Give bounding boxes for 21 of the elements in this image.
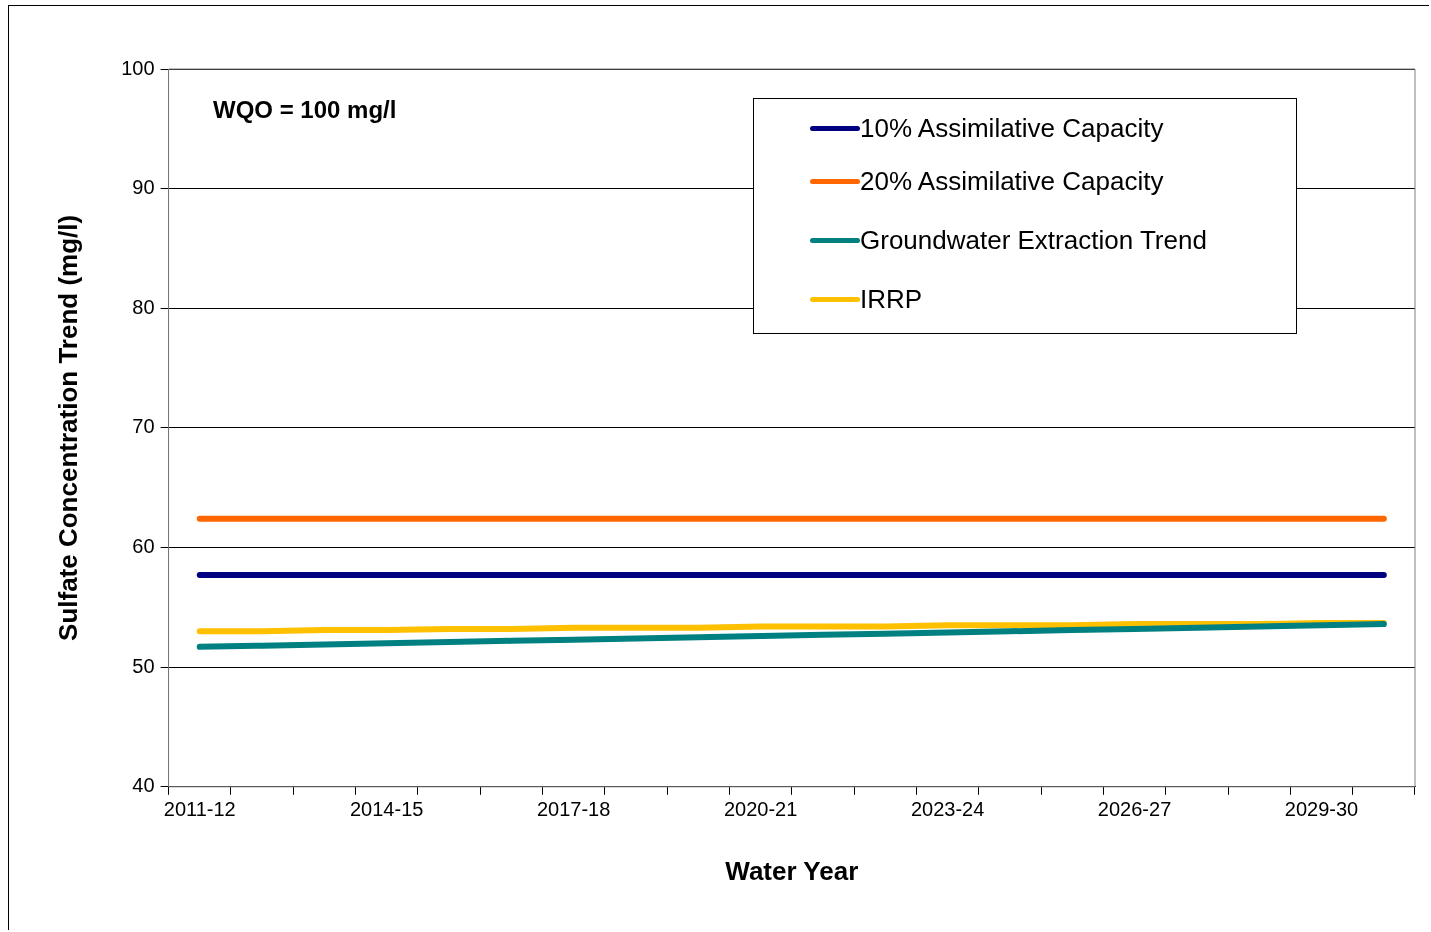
legend-label: 20% Assimilative Capacity bbox=[860, 166, 1164, 197]
y-tick-label: 50 bbox=[132, 654, 155, 677]
y-axis-title: Sulfate Concentration Trend (mg/l) bbox=[52, 214, 83, 641]
y-tick-label: 100 bbox=[121, 56, 155, 79]
x-tick-label: 2017-18 bbox=[536, 798, 611, 821]
x-tick-label: 2026-27 bbox=[1097, 798, 1172, 821]
annotation: WQO = 100 mg/l bbox=[213, 96, 397, 124]
x-tick-label: 2020-21 bbox=[723, 798, 798, 821]
x-tick-label: 2011-12 bbox=[163, 798, 236, 821]
y-tick-label: 40 bbox=[132, 774, 155, 797]
legend-label: 10% Assimilative Capacity bbox=[860, 113, 1164, 144]
legend-label: Groundwater Extraction Trend bbox=[860, 225, 1207, 256]
x-tick-label: 2014-15 bbox=[349, 798, 424, 821]
x-tick-label: 2023-24 bbox=[910, 798, 985, 821]
x-axis-title: Water Year bbox=[725, 855, 859, 886]
y-tick-label: 80 bbox=[132, 295, 155, 318]
y-tick-label: 90 bbox=[132, 176, 155, 199]
y-tick-label: 60 bbox=[132, 535, 155, 558]
legend-label: IRRP bbox=[860, 284, 923, 315]
x-tick-label: 2029-30 bbox=[1284, 798, 1359, 821]
y-tick-label: 70 bbox=[132, 415, 155, 438]
